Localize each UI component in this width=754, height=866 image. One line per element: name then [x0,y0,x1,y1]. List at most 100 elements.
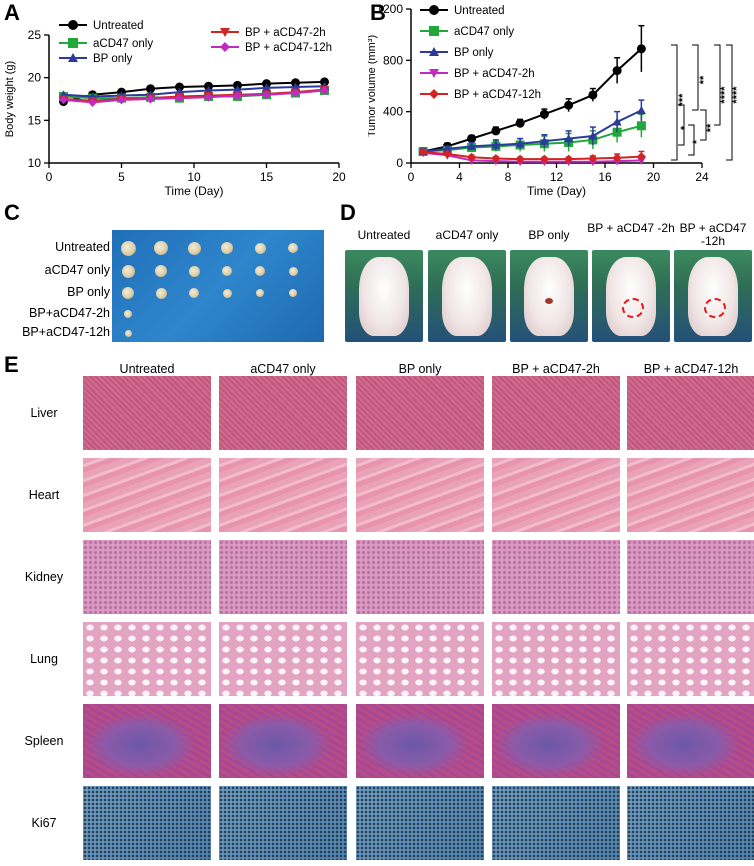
mouse-label: BP + aCD47 -12h [679,221,747,248]
legend-label: BP + aCD47-2h [245,27,326,39]
data-point [146,94,155,104]
data-point [539,154,549,164]
histology-image [219,704,347,778]
histology-image [627,704,754,778]
data-point [59,95,68,105]
tumor-sample [121,264,135,278]
histology-column-header: aCD47 only [250,362,316,376]
histology-image [356,704,484,778]
mouse-label: Untreated [357,228,411,242]
data-point [588,131,598,140]
histology-image [492,376,620,450]
data-point [564,134,574,143]
data-point [262,83,271,92]
data-point [491,126,501,136]
legend-label: aCD47 only [454,26,514,38]
significance-label: * [691,139,703,144]
y-axis-label: Tumor volume (mm³) [368,35,378,137]
panel-label-b: B [370,0,386,25]
data-point [467,141,477,150]
legend-marker [68,20,78,30]
data-point [175,93,184,103]
data-point [204,92,213,102]
histology-image [492,786,620,860]
tumor-sample [124,329,132,337]
legend-marker [68,53,78,62]
data-point [612,117,622,126]
data-point [612,66,622,76]
legend-marker [68,38,78,48]
data-point [146,84,155,94]
significance-label: *** [677,93,689,107]
x-tick-label: 20 [647,170,661,184]
data-point [442,149,452,159]
x-tick-label: 5 [118,170,125,184]
mouse-label: aCD47 only [435,228,499,242]
histology-image [83,786,211,860]
series-line [423,124,642,153]
significance-label: **** [731,86,743,104]
significance-bracket [688,124,695,156]
significance-label: **** [719,86,731,104]
mouse-label: BP + aCD47 -2h [587,221,675,235]
tumor-sample [120,240,136,256]
significance-bracket [671,44,678,161]
legend-marker [429,26,439,36]
tumor-sample [188,265,200,277]
data-point [515,154,525,164]
significance-bracket [678,104,685,146]
histology-image [83,540,211,614]
histology-image [219,622,347,696]
histology-row-label: Lung [30,652,58,666]
data-point [636,105,646,114]
y-tick-label: 25 [28,28,42,42]
histology-image [219,540,347,614]
panel-label-a: A [4,0,20,25]
tumor-row-label: BP+aCD47-12h [22,325,110,339]
histology-image [219,376,347,450]
tumor-sample [222,288,232,298]
x-tick-label: 10 [187,170,201,184]
data-point [515,118,525,128]
tumor-volume-chart: 0 4 8 12 16 20 24 0 400 800 1200 Time (Day) Tumor vo… [368,2,743,198]
legend-marker [429,47,439,56]
x-tick-label: 8 [505,170,512,184]
data-point [467,134,477,144]
y-axis-label: Body weight (g) [4,61,16,137]
histology-image [83,622,211,696]
significance-bracket [692,44,699,111]
legend-label: BP + aCD47-12h [245,42,332,54]
legend-marker [220,28,230,37]
data-point [442,144,452,153]
x-tick-label: 16 [598,170,612,184]
legend-marker [429,5,439,15]
y-tick-label: 400 [383,105,403,119]
significance-label: ** [705,123,717,132]
tumor-row-label: aCD47 only [44,263,110,277]
data-point [175,82,184,92]
x-tick-label: 24 [695,170,709,184]
mouse-body [442,257,492,337]
legend-marker [429,89,439,99]
histology-row-label: Kidney [24,570,64,584]
data-point [262,90,271,100]
tumor-row-label: Untreated [55,240,110,254]
legend-marker [220,42,230,52]
histology-image [627,458,754,532]
histology-column-header: BP + aCD47-12h [643,362,739,376]
histology-image [83,704,211,778]
mouse-photo [428,250,506,342]
data-point [320,85,329,95]
panel-label-d: D [340,200,356,225]
x-axis-label: Time (Day) [165,184,224,198]
mouse-body [524,257,574,337]
data-point [588,154,598,164]
data-point [636,121,646,131]
y-tick-label: 15 [28,113,42,127]
histology-image [83,376,211,450]
tumor-sample [154,241,168,255]
series-1 [418,113,646,156]
histology-row-label: Ki67 [31,816,57,830]
significance-bracket [726,44,733,161]
tumor-sample [124,310,132,318]
